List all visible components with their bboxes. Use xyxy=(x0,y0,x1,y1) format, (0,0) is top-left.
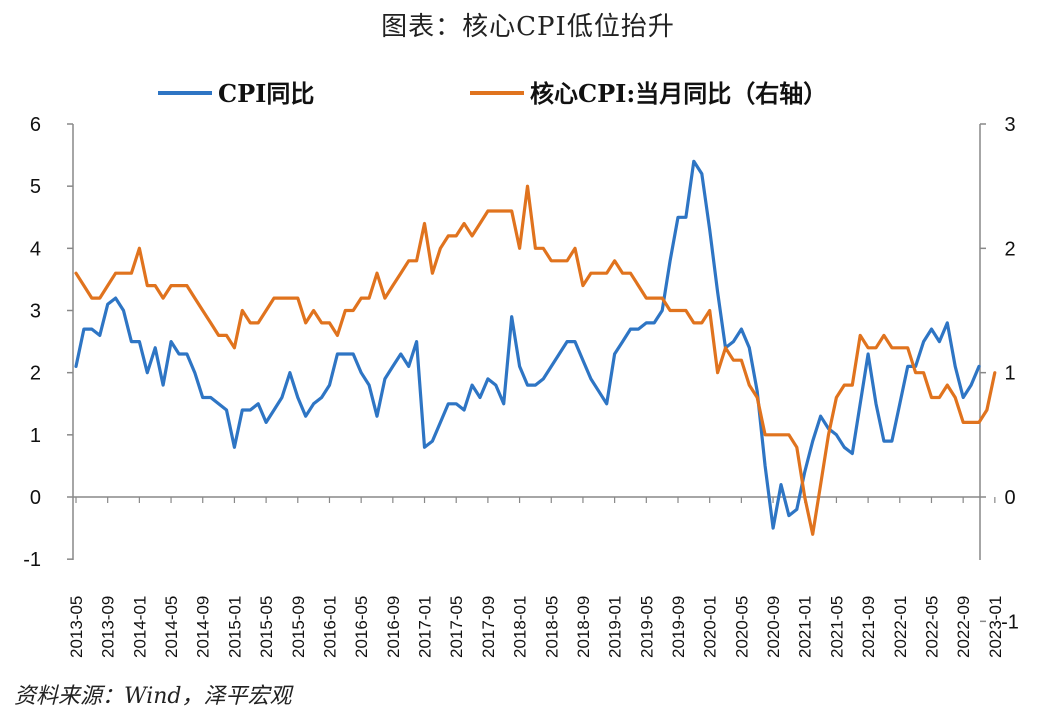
x-tick-label: 2021-05 xyxy=(827,596,846,658)
x-tick-label: 2014-01 xyxy=(130,596,149,658)
right-tick-label: 0 xyxy=(1004,487,1015,509)
x-tick-label: 2020-01 xyxy=(701,596,720,658)
source-note: 资料来源：Wind，泽平宏观 xyxy=(14,684,292,709)
right-tick-label: 3 xyxy=(1004,114,1015,136)
x-tick-label: 2017-09 xyxy=(479,596,498,658)
x-tick-label: 2015-05 xyxy=(257,596,276,658)
left-tick-label: 3 xyxy=(30,301,41,323)
legend-label-cpi: CPI同比 xyxy=(218,79,314,108)
x-tick-label: 2023-01 xyxy=(986,596,1005,658)
x-tick-label: 2019-05 xyxy=(637,596,656,658)
x-tick-label: 2017-05 xyxy=(447,596,466,658)
left-tick-label: 2 xyxy=(30,363,41,385)
x-tick-label: 2013-05 xyxy=(67,596,86,658)
x-tick-label: 2022-01 xyxy=(891,596,910,658)
left-tick-label: -1 xyxy=(23,549,41,571)
series-layer xyxy=(74,159,997,536)
left-tick-label: 0 xyxy=(30,487,41,509)
x-tick-label: 2015-01 xyxy=(225,596,244,658)
x-tick-label: 2015-09 xyxy=(289,596,308,658)
x-tick-label: 2013-09 xyxy=(99,596,118,658)
x-tick-label: 2014-09 xyxy=(194,596,213,658)
x-tick-label: 2019-01 xyxy=(606,596,625,658)
x-tick-label: 2019-09 xyxy=(669,596,688,658)
core-cpi-line xyxy=(74,184,997,536)
x-tick-label: 2022-05 xyxy=(922,596,941,658)
cpi-yoy-line xyxy=(74,159,981,530)
x-tick-label: 2021-01 xyxy=(796,596,815,658)
x-tick-label: 2014-05 xyxy=(162,596,181,658)
x-tick-label: 2017-01 xyxy=(416,596,435,658)
right-tick-label: -1 xyxy=(1001,611,1019,633)
x-tick-label: 2018-05 xyxy=(542,596,561,658)
chart-title: 图表：核心CPI低位抬升 xyxy=(381,12,675,42)
right-tick-label: 2 xyxy=(1004,238,1015,260)
x-tick-label: 2016-05 xyxy=(352,596,371,658)
x-tick-label: 2018-09 xyxy=(574,596,593,658)
left-tick-label: 6 xyxy=(30,114,41,136)
right-tick-label: 1 xyxy=(1004,363,1015,385)
legend-label-core: 核心CPI:当月同比（右轴） xyxy=(530,79,827,108)
axes: -1 0 1 2 3 4 5 6 -1 0 1 2 3 2013-05 2013-09 2014-01 2014… xyxy=(23,114,1019,658)
x-tick-label: 2020-09 xyxy=(764,596,783,658)
x-tick-label: 2022-09 xyxy=(954,596,973,658)
left-tick-label: 5 xyxy=(30,176,41,198)
x-tick-label: 2018-01 xyxy=(511,596,530,658)
left-tick-label: 4 xyxy=(30,238,41,260)
x-tick-label: 2021-09 xyxy=(859,596,878,658)
x-tick-label: 2016-01 xyxy=(320,596,339,658)
x-tick-label: 2016-09 xyxy=(384,596,403,658)
legend: CPI同比 核心CPI:当月同比（右轴） xyxy=(158,79,827,108)
left-tick-label: 1 xyxy=(30,425,41,447)
x-tick-label: 2020-05 xyxy=(732,596,751,658)
